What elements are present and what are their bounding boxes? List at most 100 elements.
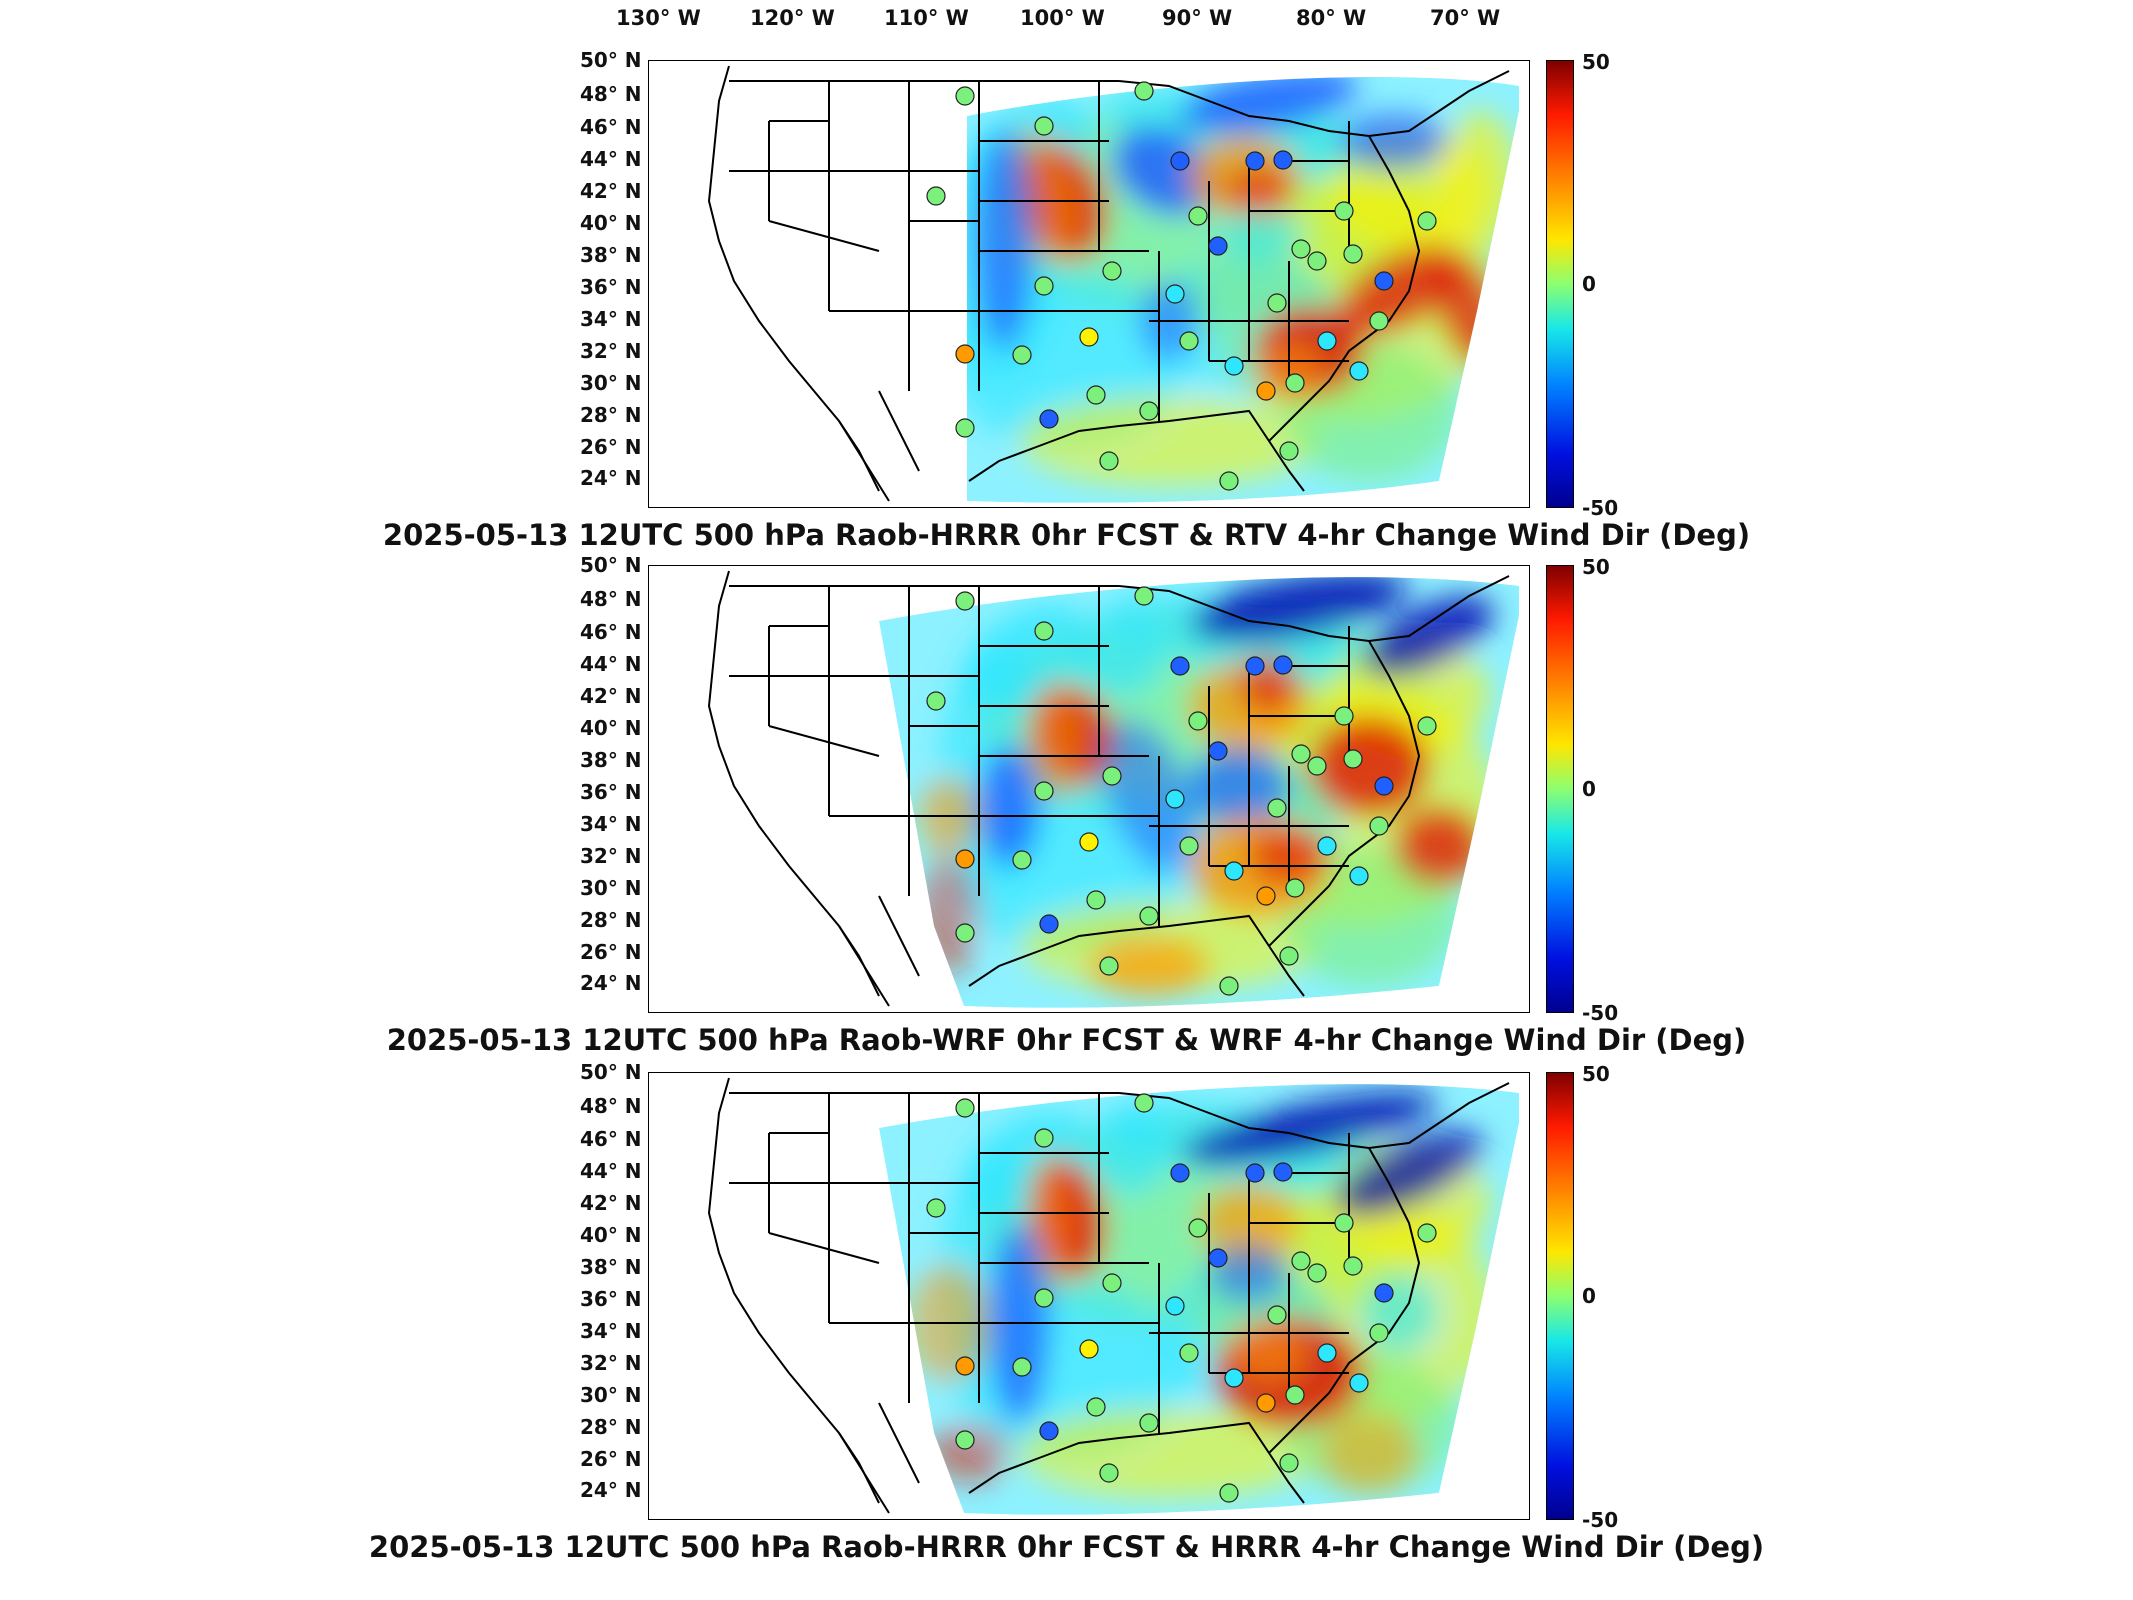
raob-station-marker bbox=[1179, 836, 1199, 856]
colorbar-max-label: 50 bbox=[1582, 1062, 1610, 1086]
lat-label-26: 26° N bbox=[580, 435, 642, 459]
lat-label-24: 24° N bbox=[580, 971, 642, 995]
raob-station-marker bbox=[1039, 1421, 1059, 1441]
raob-station-marker bbox=[1317, 836, 1337, 856]
state-boundaries bbox=[707, 570, 1510, 1007]
raob-station-marker bbox=[1034, 276, 1054, 296]
wind-change-field bbox=[879, 577, 1519, 1008]
lon-label-70: 70° W bbox=[1430, 6, 1501, 30]
lon-label-120: 120° W bbox=[750, 6, 835, 30]
map-frame bbox=[648, 565, 1530, 1013]
raob-station-marker bbox=[926, 691, 946, 711]
raob-station-marker bbox=[1099, 956, 1119, 976]
raob-station-marker bbox=[1139, 906, 1159, 926]
raob-station-marker bbox=[1079, 832, 1099, 852]
lat-label-46: 46° N bbox=[580, 115, 642, 139]
raob-station-marker bbox=[1369, 311, 1389, 331]
raob-station-marker bbox=[1086, 385, 1106, 405]
raob-station-marker bbox=[1245, 151, 1265, 171]
lat-label-34: 34° N bbox=[580, 307, 642, 331]
raob-station-marker bbox=[1219, 1483, 1239, 1503]
raob-station-marker bbox=[1267, 798, 1287, 818]
lat-label-28: 28° N bbox=[580, 908, 642, 932]
raob-station-marker bbox=[1188, 206, 1208, 226]
raob-station-marker bbox=[1034, 1288, 1054, 1308]
raob-station-marker bbox=[1307, 1263, 1327, 1283]
lat-label-38: 38° N bbox=[580, 1255, 642, 1279]
raob-station-marker bbox=[1369, 1323, 1389, 1343]
raob-station-marker bbox=[1134, 1093, 1154, 1113]
raob-station-marker bbox=[1374, 776, 1394, 796]
raob-station-marker bbox=[1334, 706, 1354, 726]
raob-station-marker bbox=[1170, 1163, 1190, 1183]
lat-label-36: 36° N bbox=[580, 275, 642, 299]
panel-title: 2025-05-13 12UTC 500 hPa Raob-WRF 0hr FC… bbox=[386, 1023, 1747, 1057]
raob-station-marker bbox=[1334, 1213, 1354, 1233]
raob-station-marker bbox=[1291, 744, 1311, 764]
raob-station-marker bbox=[926, 1198, 946, 1218]
map-frame bbox=[648, 60, 1530, 508]
raob-station-marker bbox=[1139, 1413, 1159, 1433]
raob-station-marker bbox=[1079, 1339, 1099, 1359]
raob-station-marker bbox=[1279, 441, 1299, 461]
lat-label-44: 44° N bbox=[580, 147, 642, 171]
lat-label-48: 48° N bbox=[580, 82, 642, 106]
lat-label-40: 40° N bbox=[580, 1223, 642, 1247]
colorbar-mid-label: 0 bbox=[1582, 272, 1596, 296]
raob-station-marker bbox=[1134, 586, 1154, 606]
raob-station-marker bbox=[1267, 293, 1287, 313]
lon-label-110: 110° W bbox=[884, 6, 969, 30]
raob-station-marker bbox=[1208, 236, 1228, 256]
map-frame bbox=[648, 1072, 1530, 1520]
raob-station-marker bbox=[1343, 749, 1363, 769]
raob-station-marker bbox=[1165, 1296, 1185, 1316]
lat-label-24: 24° N bbox=[580, 1478, 642, 1502]
raob-station-marker bbox=[1224, 356, 1244, 376]
raob-station-marker bbox=[955, 923, 975, 943]
raob-station-marker bbox=[1034, 116, 1054, 136]
raob-station-marker bbox=[955, 418, 975, 438]
raob-station-marker bbox=[955, 591, 975, 611]
lon-label-90: 90° W bbox=[1162, 6, 1233, 30]
raob-station-marker bbox=[955, 344, 975, 364]
raob-station-marker bbox=[1273, 655, 1293, 675]
lat-label-42: 42° N bbox=[580, 1191, 642, 1215]
raob-station-marker bbox=[1039, 409, 1059, 429]
raob-station-marker bbox=[1334, 201, 1354, 221]
lat-label-44: 44° N bbox=[580, 1159, 642, 1183]
raob-station-marker bbox=[1099, 1463, 1119, 1483]
raob-station-marker bbox=[1224, 861, 1244, 881]
raob-station-marker bbox=[1034, 1128, 1054, 1148]
raob-station-marker bbox=[1245, 656, 1265, 676]
wind-direction-map bbox=[707, 570, 1519, 1008]
raob-station-marker bbox=[1349, 866, 1369, 886]
lat-label-28: 28° N bbox=[580, 403, 642, 427]
raob-station-marker bbox=[1034, 621, 1054, 641]
raob-station-marker bbox=[1369, 816, 1389, 836]
raob-station-marker bbox=[1343, 244, 1363, 264]
raob-station-marker bbox=[1012, 850, 1032, 870]
raob-station-marker bbox=[955, 1430, 975, 1450]
raob-station-marker bbox=[1267, 1305, 1287, 1325]
state-boundaries bbox=[707, 65, 1510, 502]
colorbar bbox=[1546, 1072, 1574, 1520]
raob-station-marker bbox=[1165, 284, 1185, 304]
raob-station-marker bbox=[1102, 766, 1122, 786]
raob-station-marker bbox=[1256, 381, 1276, 401]
raob-station-marker bbox=[1102, 1273, 1122, 1293]
raob-station-marker bbox=[1170, 656, 1190, 676]
lat-label-50: 50° N bbox=[580, 48, 642, 72]
raob-station-marker bbox=[1317, 1343, 1337, 1363]
colorbar-max-label: 50 bbox=[1582, 50, 1610, 74]
lat-label-36: 36° N bbox=[580, 780, 642, 804]
raob-station-marker bbox=[1374, 271, 1394, 291]
colorbar bbox=[1546, 60, 1574, 508]
colorbar-max-label: 50 bbox=[1582, 555, 1610, 579]
raob-station-marker bbox=[1208, 741, 1228, 761]
raob-station-marker bbox=[1349, 1373, 1369, 1393]
colorbar-min-label: -50 bbox=[1582, 496, 1619, 520]
lat-label-46: 46° N bbox=[580, 1127, 642, 1151]
lat-label-38: 38° N bbox=[580, 243, 642, 267]
lat-label-48: 48° N bbox=[580, 587, 642, 611]
raob-station-marker bbox=[1245, 1163, 1265, 1183]
